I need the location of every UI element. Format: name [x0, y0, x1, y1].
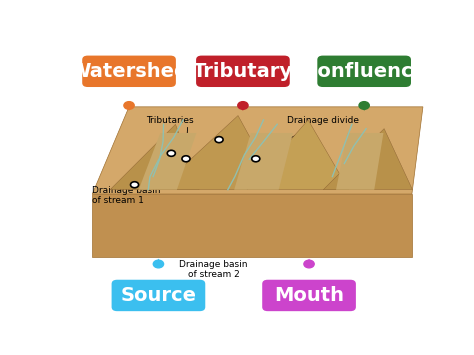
Polygon shape	[156, 258, 161, 264]
Text: Drainage basin
of stream 1: Drainage basin of stream 1	[92, 186, 161, 206]
Circle shape	[153, 260, 164, 268]
Text: Confluence: Confluence	[303, 62, 426, 81]
Circle shape	[182, 156, 190, 162]
Polygon shape	[336, 133, 383, 190]
Circle shape	[238, 102, 248, 109]
Circle shape	[167, 150, 175, 156]
FancyBboxPatch shape	[111, 280, 205, 311]
Polygon shape	[92, 194, 412, 257]
FancyBboxPatch shape	[262, 280, 356, 311]
Text: Drainage basin
of stream 2: Drainage basin of stream 2	[179, 260, 248, 279]
Circle shape	[359, 102, 369, 109]
Text: Tributaries: Tributaries	[146, 116, 193, 147]
Text: Source: Source	[120, 286, 196, 305]
Polygon shape	[240, 105, 246, 111]
Circle shape	[252, 156, 260, 162]
Text: Watershed: Watershed	[70, 62, 189, 81]
Text: Mouth: Mouth	[274, 286, 344, 305]
Polygon shape	[127, 105, 132, 111]
FancyBboxPatch shape	[196, 56, 290, 87]
Circle shape	[304, 260, 314, 268]
Circle shape	[215, 137, 223, 143]
Text: Drainage divide: Drainage divide	[258, 116, 359, 156]
Circle shape	[124, 102, 134, 109]
Circle shape	[130, 182, 138, 188]
Polygon shape	[307, 258, 311, 264]
Polygon shape	[323, 129, 412, 190]
Polygon shape	[158, 116, 279, 190]
Polygon shape	[92, 107, 423, 194]
Text: Tributary: Tributary	[193, 62, 293, 81]
Polygon shape	[247, 120, 349, 190]
Polygon shape	[362, 105, 367, 111]
Polygon shape	[110, 124, 199, 190]
FancyBboxPatch shape	[317, 56, 411, 87]
FancyBboxPatch shape	[82, 56, 176, 87]
Polygon shape	[234, 133, 293, 190]
Polygon shape	[139, 133, 196, 190]
